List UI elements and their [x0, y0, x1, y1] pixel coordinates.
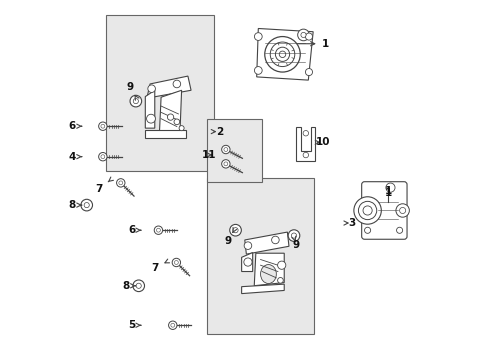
Text: 4: 4 — [68, 152, 81, 162]
Circle shape — [174, 119, 179, 125]
Circle shape — [271, 236, 279, 244]
Circle shape — [303, 152, 308, 158]
Circle shape — [224, 148, 227, 152]
Text: 3: 3 — [343, 218, 355, 228]
Bar — [206, 119, 262, 182]
Circle shape — [156, 228, 160, 232]
Circle shape — [116, 179, 125, 187]
FancyBboxPatch shape — [361, 182, 406, 239]
Circle shape — [179, 126, 184, 131]
Circle shape — [84, 203, 89, 208]
Circle shape — [99, 153, 107, 161]
Polygon shape — [145, 130, 186, 138]
Circle shape — [221, 145, 229, 154]
Circle shape — [101, 124, 104, 128]
Circle shape — [353, 197, 381, 224]
Polygon shape — [146, 76, 191, 98]
Circle shape — [130, 95, 142, 107]
Circle shape — [364, 227, 370, 233]
Circle shape — [221, 160, 229, 168]
Polygon shape — [256, 28, 312, 80]
Circle shape — [229, 224, 241, 236]
Circle shape — [133, 99, 138, 104]
Circle shape — [136, 283, 141, 288]
Circle shape — [270, 42, 294, 67]
Circle shape — [305, 33, 312, 40]
Text: 9: 9 — [224, 228, 236, 246]
Circle shape — [133, 280, 144, 292]
Circle shape — [232, 228, 238, 233]
Text: 10: 10 — [315, 138, 330, 147]
Text: 1: 1 — [297, 39, 328, 49]
Polygon shape — [296, 127, 315, 161]
Polygon shape — [241, 253, 252, 271]
Circle shape — [287, 230, 299, 242]
Text: 6: 6 — [69, 121, 81, 131]
Text: 2: 2 — [211, 127, 223, 136]
Circle shape — [275, 47, 289, 62]
Circle shape — [396, 227, 402, 233]
Polygon shape — [145, 90, 155, 128]
Circle shape — [399, 207, 405, 213]
Text: 9: 9 — [291, 236, 300, 249]
Circle shape — [119, 181, 122, 185]
Circle shape — [358, 201, 376, 220]
Text: 7: 7 — [95, 177, 113, 194]
Text: 6: 6 — [128, 225, 141, 235]
Circle shape — [81, 199, 92, 211]
Circle shape — [305, 68, 312, 76]
Circle shape — [303, 131, 308, 136]
Text: 11: 11 — [201, 150, 215, 160]
Circle shape — [291, 233, 296, 238]
Circle shape — [173, 80, 180, 88]
Text: 5: 5 — [128, 320, 141, 330]
Text: 8: 8 — [122, 281, 135, 291]
Circle shape — [244, 242, 251, 249]
Polygon shape — [244, 232, 288, 254]
Text: 7: 7 — [151, 259, 169, 273]
Ellipse shape — [260, 265, 276, 284]
Circle shape — [147, 85, 155, 93]
Text: 1: 1 — [384, 188, 391, 198]
Text: 1: 1 — [384, 186, 391, 196]
Bar — [106, 15, 214, 171]
Circle shape — [362, 206, 371, 215]
Text: 8: 8 — [69, 200, 81, 210]
Circle shape — [385, 183, 394, 192]
Circle shape — [264, 37, 300, 72]
Circle shape — [395, 204, 408, 217]
Circle shape — [154, 226, 163, 234]
Circle shape — [254, 67, 262, 74]
Circle shape — [174, 261, 178, 264]
Text: 9: 9 — [126, 82, 139, 100]
Circle shape — [297, 29, 309, 41]
Circle shape — [170, 323, 174, 327]
Circle shape — [168, 321, 177, 329]
Polygon shape — [241, 284, 284, 294]
Polygon shape — [254, 253, 284, 286]
Circle shape — [254, 33, 262, 40]
Circle shape — [167, 114, 173, 120]
Circle shape — [277, 261, 285, 269]
Circle shape — [101, 155, 104, 159]
Circle shape — [244, 258, 251, 266]
Circle shape — [99, 122, 107, 130]
Circle shape — [146, 114, 155, 123]
Circle shape — [279, 51, 285, 58]
Polygon shape — [159, 90, 181, 131]
Circle shape — [172, 258, 180, 267]
Circle shape — [277, 278, 283, 283]
Bar — [206, 178, 314, 334]
Circle shape — [300, 32, 305, 37]
Circle shape — [224, 162, 227, 166]
